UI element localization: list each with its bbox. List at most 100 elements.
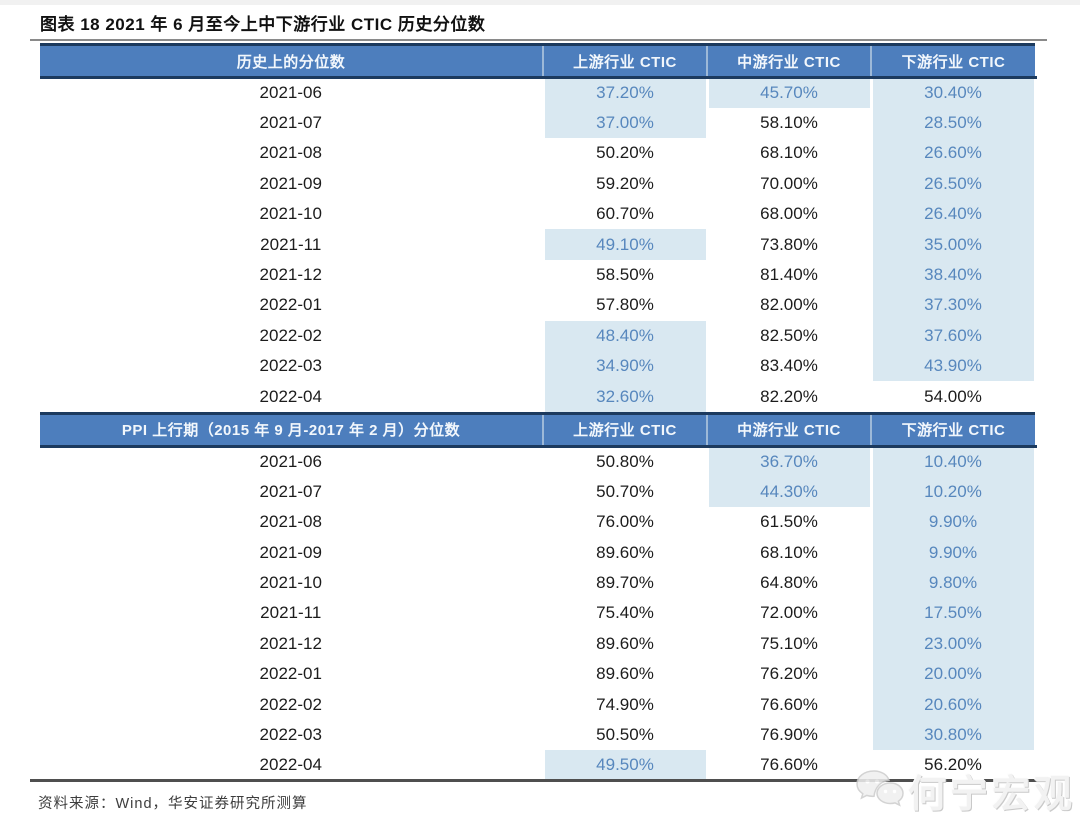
figure-title: 图表 18 2021 年 6 月至今上中下游行业 CTIC 历史分位数 — [40, 15, 486, 34]
upstream-ctic-value: 76.00% — [541, 507, 709, 538]
table-row: 2022-01 89.60% 76.20% 20.00% — [40, 659, 1037, 690]
downstream-ctic-value-highlighted: 26.60% — [869, 138, 1037, 169]
downstream-ctic-value-highlighted: 17.50% — [869, 598, 1037, 629]
downstream-ctic-value: 54.00% — [869, 381, 1037, 412]
table-bottom-divider — [30, 779, 1047, 782]
ctic-tables: 历史上的分位数 上游行业 CTIC 中游行业 CTIC 下游行业 CTIC 20… — [40, 43, 1037, 781]
row-date: 2021-07 — [40, 107, 543, 139]
source-note: 资料来源：Wind，华安证券研究所测算 — [38, 796, 308, 812]
table-row: 2022-04 32.60% 82.20% 54.00% — [40, 381, 1037, 412]
midstream-ctic-value: 73.80% — [705, 229, 873, 260]
midstream-ctic-value: 68.10% — [705, 537, 873, 568]
downstream-ctic-value-highlighted: 9.90% — [869, 537, 1037, 568]
upstream-ctic-value-highlighted: 32.60% — [541, 381, 709, 412]
upstream-ctic-value: 75.40% — [541, 598, 709, 629]
midstream-ctic-value: 76.90% — [705, 719, 873, 751]
upstream-ctic-value-highlighted: 49.10% — [541, 229, 709, 260]
midstream-ctic-value: 76.60% — [705, 689, 873, 720]
midstream-ctic-value: 82.50% — [705, 320, 873, 352]
upstream-ctic-value-highlighted: 34.90% — [541, 351, 709, 382]
table-body: 2021-06 37.20% 45.70% 30.40% 2021-07 37.00% 58… — [40, 77, 1037, 412]
upstream-ctic-value: 60.70% — [541, 199, 709, 230]
table-row: 2022-02 48.40% 82.50% 37.60% — [40, 320, 1037, 352]
downstream-ctic-value-highlighted: 26.50% — [869, 168, 1037, 200]
row-date: 2021-10 — [40, 567, 543, 599]
row-date: 2022-03 — [40, 351, 543, 382]
row-date: 2022-01 — [40, 290, 543, 321]
table-row: 2021-10 60.70% 68.00% 26.40% — [40, 199, 1037, 230]
row-date: 2021-08 — [40, 507, 543, 538]
downstream-ctic-value-highlighted: 35.00% — [869, 229, 1037, 260]
midstream-ctic-value-highlighted: 36.70% — [705, 446, 873, 477]
column-header-downstream-ctic: 下游行业 CTIC — [870, 411, 1035, 448]
upstream-ctic-value: 89.60% — [541, 628, 709, 660]
table-row: 2021-07 37.00% 58.10% 28.50% — [40, 107, 1037, 139]
downstream-ctic-value-highlighted: 20.60% — [869, 689, 1037, 720]
table-row: 2021-11 75.40% 72.00% 17.50% — [40, 598, 1037, 629]
upstream-ctic-value: 74.90% — [541, 689, 709, 720]
midstream-ctic-value: 58.10% — [705, 107, 873, 139]
midstream-ctic-value: 82.00% — [705, 290, 873, 321]
midstream-ctic-value: 61.50% — [705, 507, 873, 538]
downstream-ctic-value-highlighted: 30.80% — [869, 719, 1037, 751]
downstream-ctic-value-highlighted: 23.00% — [869, 628, 1037, 660]
downstream-ctic-value-highlighted: 26.40% — [869, 199, 1037, 230]
table-body: 2021-06 50.80% 36.70% 10.40% 2021-07 50.70% 44… — [40, 446, 1037, 781]
row-date: 2021-07 — [40, 476, 543, 508]
upstream-ctic-value: 50.50% — [541, 719, 709, 751]
table-section-label: 历史上的分位数 — [40, 43, 543, 79]
table-row: 2021-12 58.50% 81.40% 38.40% — [40, 259, 1037, 291]
table-row: 2021-07 50.70% 44.30% 10.20% — [40, 476, 1037, 508]
upstream-ctic-value: 89.60% — [541, 537, 709, 568]
upstream-ctic-value: 50.70% — [541, 476, 709, 508]
row-date: 2021-12 — [40, 259, 543, 291]
title-divider — [30, 39, 1047, 41]
upstream-ctic-value: 50.20% — [541, 138, 709, 169]
table-row: 2021-06 37.20% 45.70% 30.40% — [40, 77, 1037, 108]
downstream-ctic-value-highlighted: 28.50% — [869, 107, 1037, 139]
column-header-upstream-ctic: 上游行业 CTIC — [542, 411, 707, 448]
midstream-ctic-value: 83.40% — [705, 351, 873, 382]
row-date: 2021-12 — [40, 628, 543, 660]
row-date: 2022-02 — [40, 689, 543, 720]
row-date: 2021-11 — [40, 229, 543, 260]
row-date: 2022-04 — [40, 750, 543, 781]
column-header-downstream-ctic: 下游行业 CTIC — [870, 43, 1035, 79]
downstream-ctic-value-highlighted: 10.20% — [869, 476, 1037, 508]
table-row: 2021-12 89.60% 75.10% 23.00% — [40, 628, 1037, 660]
table-row: 2022-03 34.90% 83.40% 43.90% — [40, 351, 1037, 382]
downstream-ctic-value-highlighted: 37.60% — [869, 320, 1037, 352]
upstream-ctic-value: 59.20% — [541, 168, 709, 200]
table-row: 2021-06 50.80% 36.70% 10.40% — [40, 446, 1037, 477]
column-header-midstream-ctic: 中游行业 CTIC — [706, 411, 871, 448]
column-header-upstream-ctic: 上游行业 CTIC — [542, 43, 707, 79]
row-date: 2022-02 — [40, 320, 543, 352]
downstream-ctic-value-highlighted: 43.90% — [869, 351, 1037, 382]
midstream-ctic-value: 68.10% — [705, 138, 873, 169]
downstream-ctic-value-highlighted: 30.40% — [869, 77, 1037, 108]
midstream-ctic-value-highlighted: 44.30% — [705, 476, 873, 508]
row-date: 2022-01 — [40, 659, 543, 690]
midstream-ctic-value: 72.00% — [705, 598, 873, 629]
table-row: 2022-01 57.80% 82.00% 37.30% — [40, 290, 1037, 321]
table-section-label: PPI 上行期（2015 年 9 月-2017 年 2 月）分位数 — [40, 411, 543, 448]
downstream-ctic-value-highlighted: 10.40% — [869, 446, 1037, 477]
table-row: 2021-09 89.60% 68.10% 9.90% — [40, 537, 1037, 568]
midstream-ctic-value: 76.60% — [705, 750, 873, 781]
table-header-row: 历史上的分位数 上游行业 CTIC 中游行业 CTIC 下游行业 CTIC — [40, 43, 1035, 79]
table-row: 2021-11 49.10% 73.80% 35.00% — [40, 229, 1037, 260]
midstream-ctic-value: 70.00% — [705, 168, 873, 200]
row-date: 2022-03 — [40, 719, 543, 751]
ppi-uptrend-percentile-table: PPI 上行期（2015 年 9 月-2017 年 2 月）分位数 上游行业 C… — [40, 411, 1037, 781]
table-row: 2021-09 59.20% 70.00% 26.50% — [40, 168, 1037, 200]
downstream-ctic-value-highlighted: 20.00% — [869, 659, 1037, 690]
table-row: 2021-08 76.00% 61.50% 9.90% — [40, 507, 1037, 538]
table-row: 2022-04 49.50% 76.60% 56.20% — [40, 750, 1037, 781]
row-date: 2021-06 — [40, 446, 543, 477]
historical-percentile-table: 历史上的分位数 上游行业 CTIC 中游行业 CTIC 下游行业 CTIC 20… — [40, 43, 1037, 412]
row-date: 2021-08 — [40, 138, 543, 169]
midstream-ctic-value: 82.20% — [705, 381, 873, 412]
downstream-ctic-value-highlighted: 38.40% — [869, 259, 1037, 291]
upstream-ctic-value: 57.80% — [541, 290, 709, 321]
downstream-ctic-value-highlighted: 37.30% — [869, 290, 1037, 321]
